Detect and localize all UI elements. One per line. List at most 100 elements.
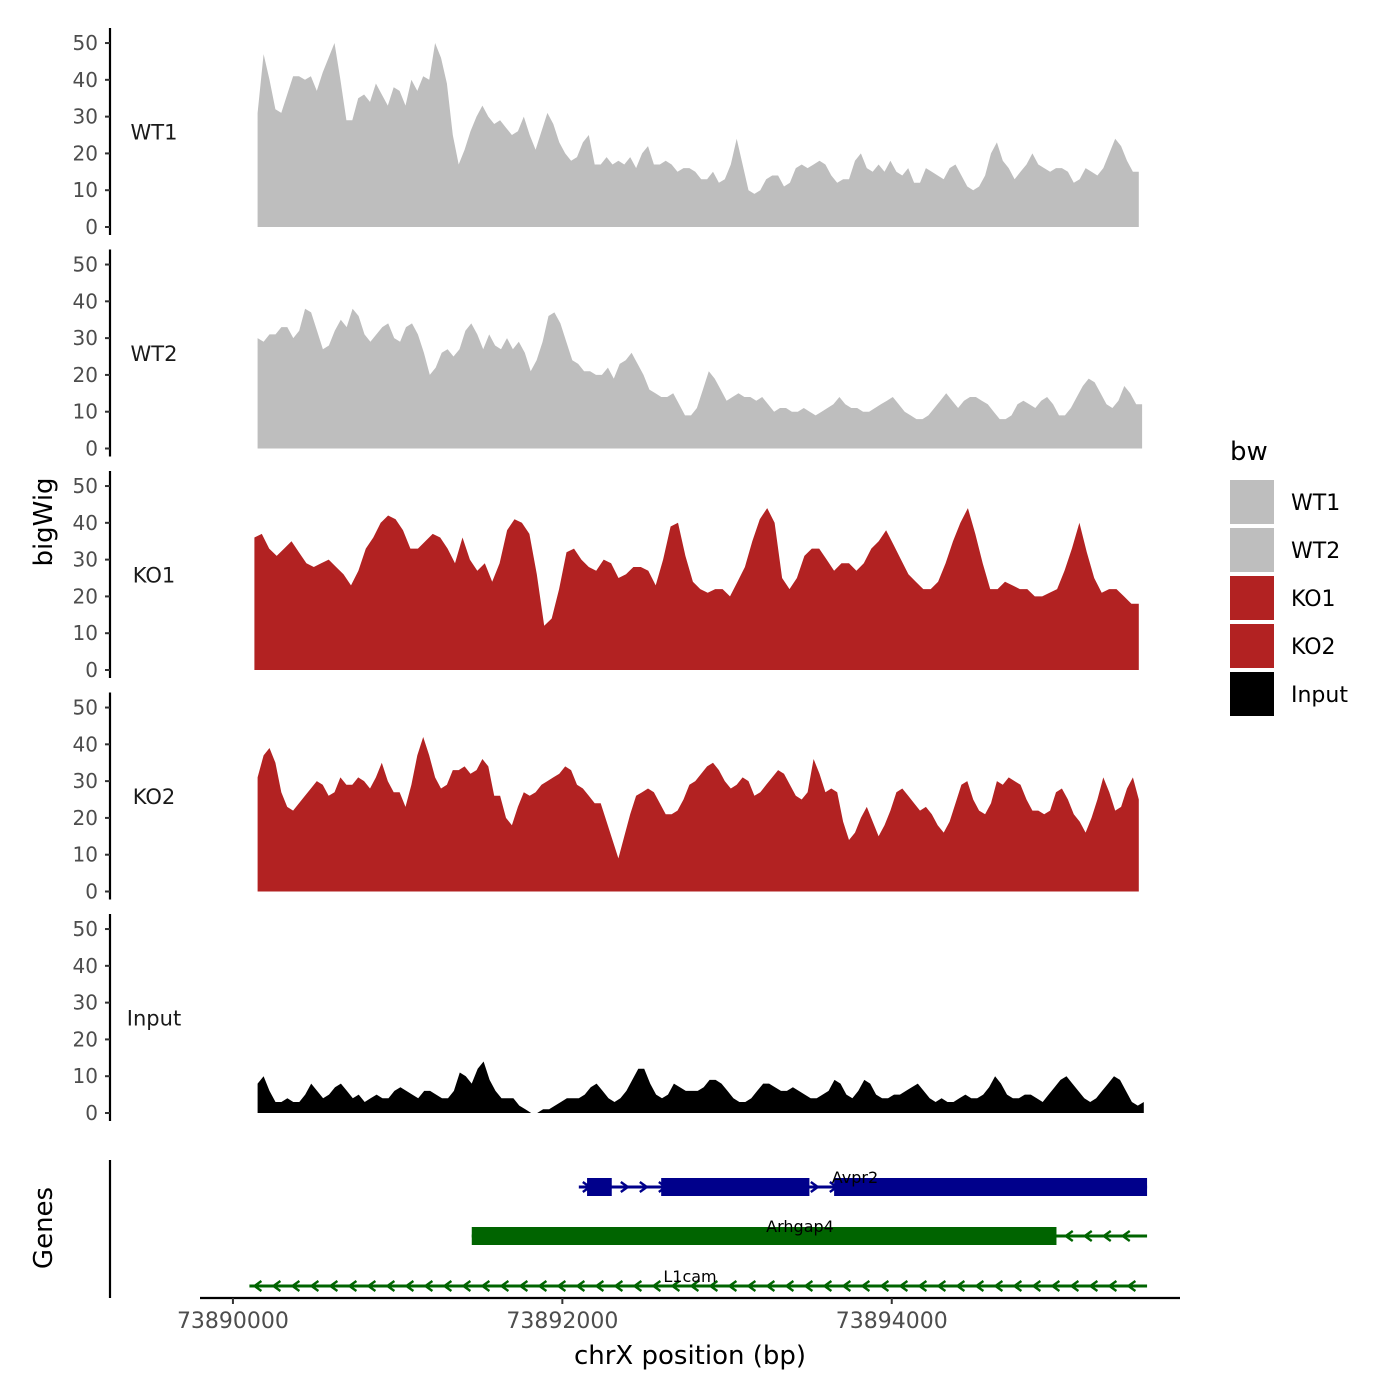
legend-key-ko1: [1230, 576, 1274, 620]
genes-axis-title: Genes: [29, 1187, 59, 1269]
strand-chevron: [860, 1280, 871, 1292]
y-tick-label: 20: [73, 1027, 98, 1051]
strand-chevron: [727, 1280, 738, 1292]
strand-chevron: [499, 1280, 510, 1292]
strand-chevron: [1031, 1280, 1042, 1292]
y-tick-label: 50: [73, 253, 98, 277]
y-tick-label: 20: [73, 584, 98, 608]
y-tick-label: 0: [85, 437, 98, 461]
y-tick-label: 30: [73, 769, 98, 793]
strand-chevron: [309, 1280, 320, 1292]
track-label-ko1: KO1: [133, 563, 176, 587]
legend-key-input: [1230, 672, 1274, 716]
y-tick-label: 50: [73, 696, 98, 720]
strand-chevron: [974, 1280, 985, 1292]
legend-label-ko1: KO1: [1291, 587, 1336, 612]
strand-chevron: [252, 1280, 263, 1292]
gene-label-avpr2: Avpr2: [832, 1168, 878, 1187]
strand-chevron: [404, 1280, 415, 1292]
gene-arhgap4: Arhgap4: [471, 1217, 1148, 1245]
y-tick-label: 0: [85, 658, 98, 682]
strand-chevron: [810, 1181, 820, 1193]
y-tick-label: 40: [73, 954, 98, 978]
x-tick-label: 73894000: [836, 1309, 948, 1334]
area-wt2: [257, 308, 1143, 449]
legend-label-ko2: KO2: [1291, 635, 1336, 660]
strand-chevron: [803, 1280, 814, 1292]
gene-l1cam: L1cam: [249, 1267, 1148, 1292]
legend-key-wt1: [1230, 480, 1274, 524]
strand-chevron: [632, 1280, 643, 1292]
y-tick-label: 0: [85, 215, 98, 239]
y-tick-label: 50: [73, 474, 98, 498]
strand-chevron: [936, 1280, 947, 1292]
track-label-ko2: KO2: [133, 785, 176, 809]
strand-chevron: [1069, 1280, 1080, 1292]
y-tick-label: 0: [85, 1101, 98, 1125]
area-input: [257, 1061, 1144, 1113]
strand-chevron: [271, 1280, 282, 1292]
strand-chevron: [328, 1280, 339, 1292]
y-tick-label: 10: [73, 400, 98, 424]
y-tick-label: 30: [73, 105, 98, 129]
panel-wt2: 0 10 20 30 40 50 WT2: [73, 249, 1143, 461]
y-tick-label: 10: [73, 178, 98, 202]
y-tick-label: 30: [73, 326, 98, 350]
y-tick-label: 0: [85, 880, 98, 904]
track-label-wt1: WT1: [131, 120, 178, 144]
x-axis: 73890000 73892000 73894000: [177, 1296, 1180, 1334]
strand-chevron: [385, 1280, 396, 1292]
gene-exon: [834, 1178, 1148, 1196]
strand-chevron: [1063, 1230, 1074, 1242]
strand-chevron: [290, 1280, 301, 1292]
y-tick-label: 40: [73, 511, 98, 535]
strand-chevron: [575, 1280, 586, 1292]
strand-chevron: [746, 1280, 757, 1292]
gene-label-arhgap4: Arhgap4: [766, 1217, 834, 1236]
strand-chevron: [1101, 1230, 1112, 1242]
strand-chevron: [537, 1280, 548, 1292]
strand-chevron: [898, 1280, 909, 1292]
y-tick-label: 30: [73, 991, 98, 1015]
y-tick-label: 10: [73, 1064, 98, 1088]
track-label-input: Input: [127, 1006, 181, 1030]
strand-chevron: [639, 1181, 649, 1193]
strand-chevron: [1050, 1280, 1061, 1292]
strand-chevron: [347, 1280, 358, 1292]
y-tick-label: 30: [73, 548, 98, 572]
legend-key-wt2: [1230, 528, 1274, 572]
strand-chevron: [423, 1280, 434, 1292]
y-tick-label: 10: [73, 843, 98, 867]
strand-chevron: [1107, 1280, 1118, 1292]
strand-chevron: [1088, 1280, 1099, 1292]
legend: bw WT1 WT2 KO1 KO2 Input: [1230, 437, 1348, 716]
strand-chevron: [841, 1280, 852, 1292]
strand-chevron: [480, 1280, 491, 1292]
gene-label-l1cam: L1cam: [663, 1267, 716, 1286]
strand-chevron: [917, 1280, 928, 1292]
strand-chevron: [1120, 1230, 1131, 1242]
strand-chevron: [613, 1280, 624, 1292]
strand-chevron: [765, 1280, 776, 1292]
y-tick-label: 50: [73, 917, 98, 941]
area-ko1: [254, 508, 1139, 670]
gene-exon: [587, 1178, 612, 1196]
y-axis-title: bigWig: [29, 477, 59, 566]
y-tick-label: 20: [73, 363, 98, 387]
strand-chevron: [708, 1280, 719, 1292]
legend-title: bw: [1230, 437, 1268, 467]
strand-chevron: [993, 1280, 1004, 1292]
strand-chevron: [822, 1280, 833, 1292]
panel-input: 0 10 20 30 40 50 Input: [73, 914, 1144, 1125]
strand-chevron: [461, 1280, 472, 1292]
x-axis-title: chrX position (bp): [574, 1341, 806, 1371]
legend-label-input: Input: [1291, 683, 1348, 708]
strand-chevron: [670, 1280, 681, 1292]
strand-chevron: [620, 1181, 630, 1193]
strand-chevron: [1082, 1230, 1093, 1242]
track-label-wt2: WT2: [131, 342, 178, 366]
strand-chevron: [1012, 1280, 1023, 1292]
y-tick-label: 20: [73, 141, 98, 165]
y-tick-label: 40: [73, 68, 98, 92]
gene-exon: [661, 1178, 810, 1196]
